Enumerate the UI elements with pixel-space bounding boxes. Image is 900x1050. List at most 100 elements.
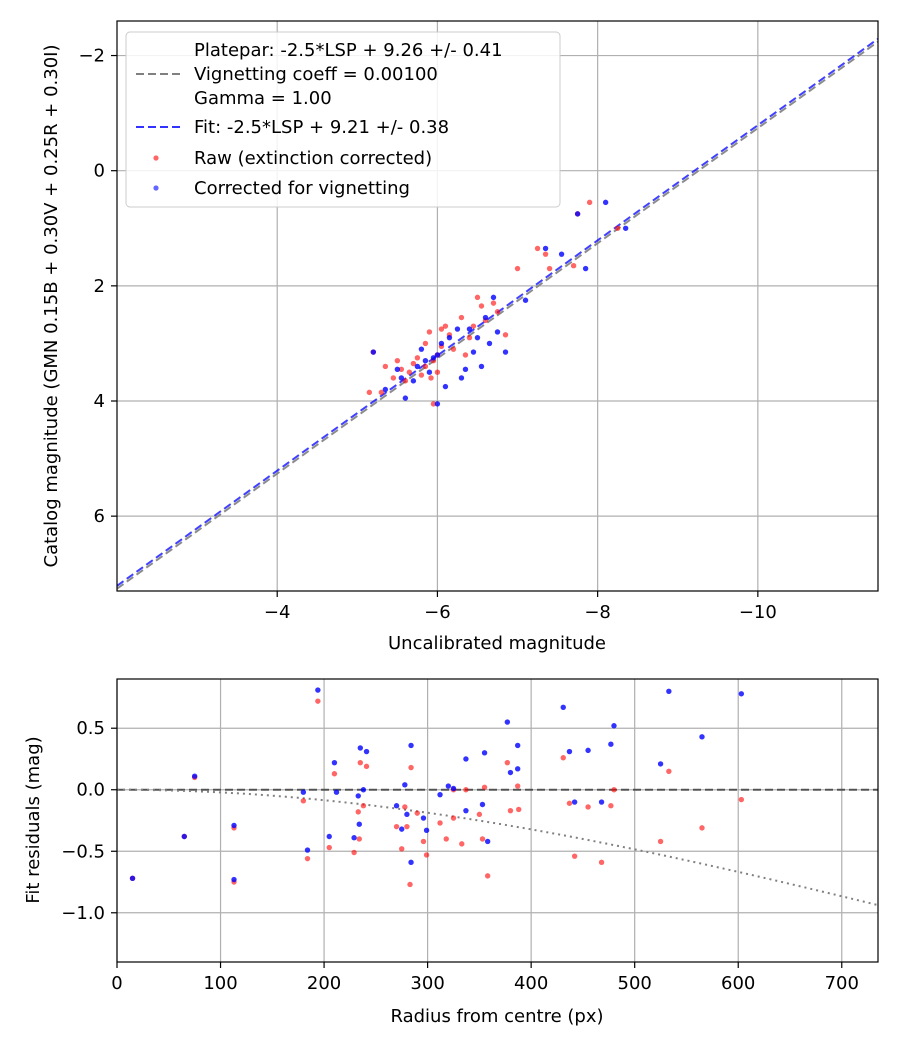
corrected-point: [442, 383, 449, 390]
raw-point: [402, 804, 408, 810]
corrected-point: [423, 827, 430, 834]
corrected-point: [481, 750, 488, 756]
corrected-point: [558, 251, 565, 257]
y-tick-label: 2: [94, 276, 105, 297]
corrected-point: [404, 811, 410, 818]
y-tick-label: 6: [94, 506, 105, 527]
raw-point: [516, 806, 522, 813]
corrected-point: [360, 787, 367, 793]
residuals-axes-frame: [116, 678, 879, 963]
raw-point: [378, 389, 385, 396]
corrected-point: [438, 340, 445, 347]
calibration-ticks: −4 −6 −8 −10 −2 0 2 4 6: [78, 46, 776, 623]
raw-point: [450, 815, 457, 821]
x-tick-label: −10: [739, 602, 777, 623]
raw-point: [585, 804, 591, 810]
corrected-point: [129, 875, 136, 882]
raw-point: [598, 859, 605, 866]
raw-point: [390, 375, 397, 381]
corrected-point: [418, 346, 425, 352]
legend-corrected-label: Corrected for vignetting: [194, 178, 410, 199]
y-tick-label: −2: [78, 46, 105, 67]
raw-point: [398, 366, 405, 373]
raw-point: [404, 823, 410, 830]
raw-series: [129, 698, 745, 888]
raw-point: [514, 783, 521, 789]
x-tick-label: −6: [424, 602, 451, 623]
raw-point: [666, 768, 672, 774]
legend-raw-marker: [153, 155, 159, 161]
calibration-y-axis-label: Catalog magnitude (GMN 0.15B + 0.30V + 0…: [41, 44, 62, 567]
corrected-point: [502, 349, 509, 355]
raw-point: [484, 873, 491, 879]
corrected-point: [408, 859, 414, 866]
corrected-series: [370, 199, 629, 407]
raw-point: [566, 800, 573, 806]
x-tick-label: 300: [410, 973, 444, 994]
corrected-series: [129, 687, 745, 883]
legend-gamma-label: Gamma = 1.00: [194, 88, 332, 109]
x-tick-label: 200: [307, 973, 341, 994]
residuals-points: [129, 687, 745, 888]
legend-corrected-marker: [153, 185, 159, 191]
corrected-point: [571, 799, 578, 805]
corrected-point: [598, 799, 605, 805]
corrected-point: [462, 366, 469, 373]
corrected-point: [458, 375, 465, 381]
raw-point: [611, 787, 617, 793]
x-tick-label: 600: [721, 973, 755, 994]
raw-point: [458, 314, 465, 321]
legend-frame: [125, 31, 561, 208]
legend-fit-label: Fit: -2.5*LSP + 9.21 +/- 0.38: [194, 117, 449, 138]
raw-point: [351, 849, 357, 856]
corrected-point: [357, 745, 364, 751]
corrected-point: [408, 742, 414, 749]
raw-point: [699, 825, 705, 831]
raw-point: [382, 363, 389, 370]
raw-point: [608, 803, 614, 809]
corrected-point: [479, 801, 486, 808]
x-tick-label: 700: [825, 973, 859, 994]
legend-vignetting-label: Vignetting coeff = 0.00100: [194, 64, 438, 85]
raw-point: [434, 369, 441, 375]
residuals-ticks: 0 100 200 300 400 500 600 700 0.5 0.0 −0.5 −1.0: [61, 718, 859, 994]
raw-point: [570, 262, 577, 269]
raw-point: [414, 810, 420, 816]
corrected-point: [356, 821, 362, 827]
corrected-point: [463, 756, 469, 762]
corrected-point: [585, 747, 591, 754]
corrected-point: [402, 782, 408, 788]
calibration-legend: Platepar: -2.5*LSP + 9.26 +/- 0.41 Vigne…: [125, 31, 561, 208]
x-tick-label: −8: [584, 602, 611, 623]
corrected-point: [482, 314, 489, 321]
corrected-point: [514, 766, 521, 772]
raw-point: [363, 763, 370, 770]
raw-point: [357, 759, 364, 766]
corrected-point: [463, 807, 469, 814]
raw-point: [355, 809, 361, 815]
y-tick-label: 0.0: [76, 780, 105, 801]
raw-point: [437, 820, 443, 826]
raw-point: [304, 855, 311, 862]
raw-point: [414, 355, 421, 361]
corrected-point: [420, 815, 427, 821]
x-tick-label: 400: [514, 973, 548, 994]
corrected-point: [666, 688, 672, 695]
raw-point: [394, 357, 401, 364]
corrected-point: [494, 329, 501, 335]
raw-point: [356, 836, 362, 842]
raw-point: [426, 329, 433, 335]
calibration-x-axis-label: Uncalibrated magnitude: [388, 633, 606, 654]
y-tick-label: 0.5: [76, 718, 105, 739]
corrected-point: [699, 734, 705, 740]
raw-point: [430, 401, 437, 407]
raw-point: [614, 225, 621, 231]
corrected-point: [231, 876, 237, 883]
raw-point: [479, 836, 486, 842]
corrected-point: [402, 395, 409, 401]
corrected-point: [410, 378, 417, 384]
raw-point: [423, 852, 430, 858]
raw-point: [542, 251, 549, 257]
corrected-point: [454, 326, 461, 332]
corrected-point: [466, 326, 473, 332]
